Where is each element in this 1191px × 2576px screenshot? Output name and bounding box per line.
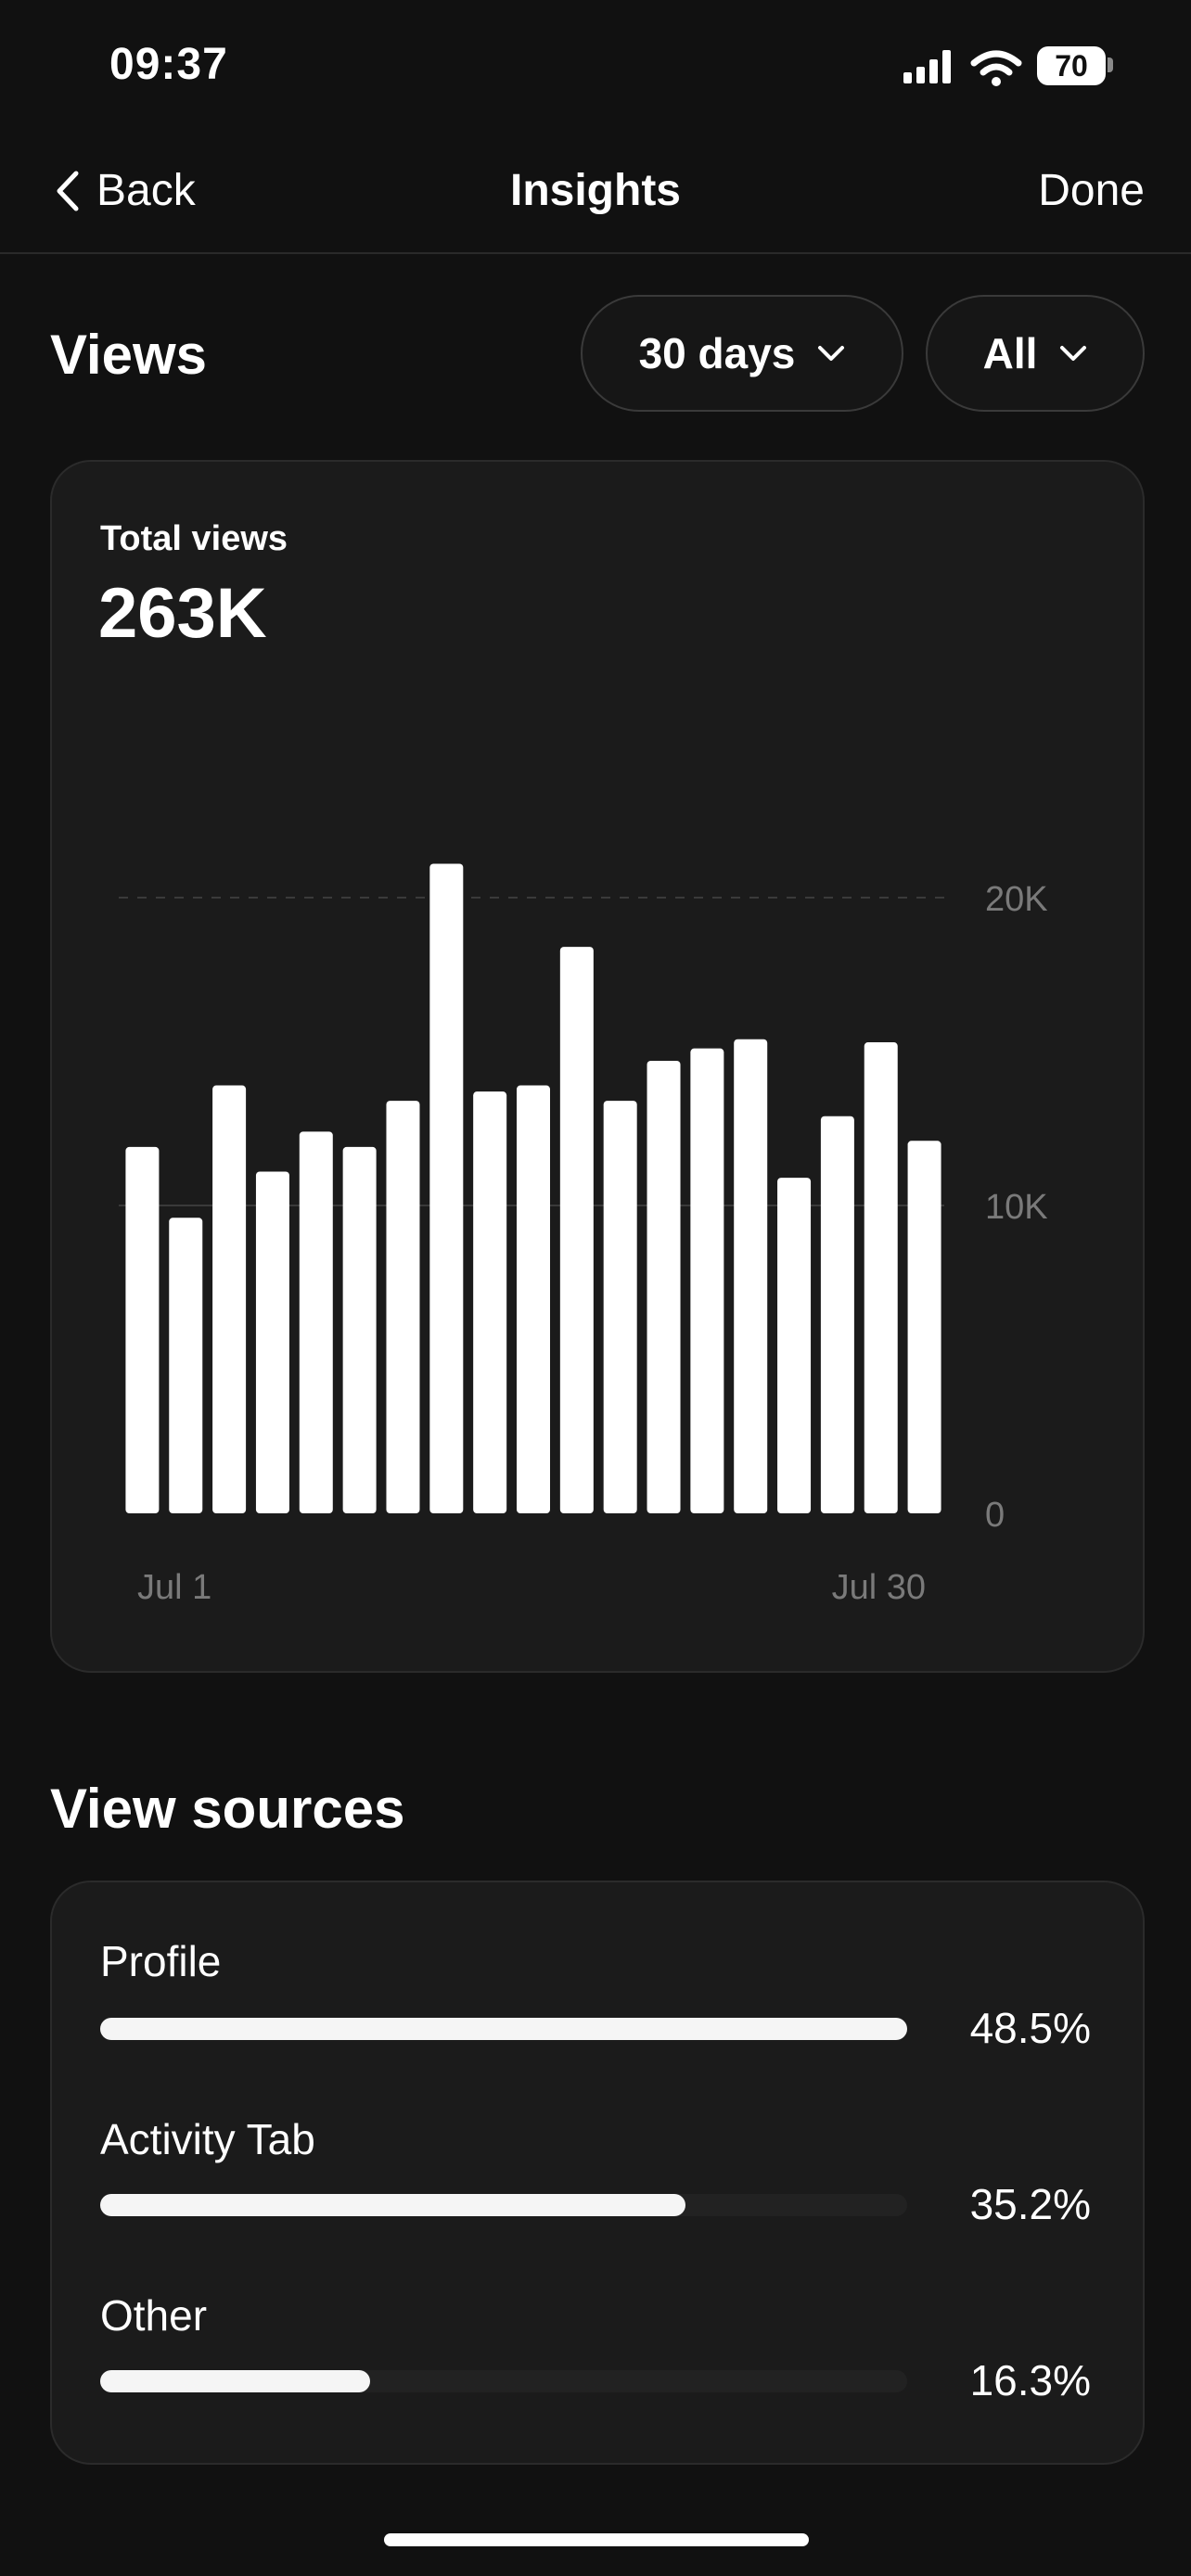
- source-percent-other: 16.3%: [969, 2356, 1091, 2404]
- source-label-profile: Profile: [100, 1937, 222, 1985]
- nav-bar: Back Insights Done: [0, 139, 1191, 250]
- source-percent-profile: 48.5%: [969, 2004, 1091, 2052]
- chart-bar[interactable]: [255, 1171, 289, 1513]
- battery-icon: 70: [1037, 46, 1106, 85]
- chevron-left-icon: [57, 171, 79, 210]
- source-percent-activity-tab: 35.2%: [969, 2180, 1091, 2228]
- y-tick-label: 20K: [985, 880, 1048, 919]
- battery-tip: [1108, 57, 1113, 72]
- type-filter-button[interactable]: All: [926, 295, 1145, 412]
- view-sources-card: [50, 1881, 1145, 2465]
- signal-wifi-icon: [903, 50, 1022, 86]
- chart-bar[interactable]: [734, 1039, 768, 1513]
- chevron-down-icon: [1060, 346, 1087, 361]
- x-end-label: Jul 30: [832, 1568, 926, 1607]
- chart-bar[interactable]: [429, 863, 464, 1513]
- source-label-activity-tab: Activity Tab: [100, 2115, 315, 2163]
- views-heading: Views: [50, 324, 208, 386]
- view-sources-heading: View sources: [50, 1778, 405, 1840]
- views-bar-chart: 20K 10K 0 Jul 1 Jul 30: [119, 863, 1048, 1607]
- source-label-other: Other: [100, 2291, 208, 2340]
- source-bar-fill-activity-tab: [100, 2194, 685, 2216]
- chart-bar[interactable]: [647, 1060, 681, 1513]
- source-bar-fill-other: [100, 2370, 371, 2392]
- chart-bar[interactable]: [125, 1146, 160, 1513]
- chart-bar[interactable]: [559, 947, 594, 1513]
- status-icons: 70: [900, 45, 1122, 89]
- status-time: 09:37: [109, 40, 228, 89]
- chart-bar[interactable]: [820, 1116, 854, 1513]
- chart-bar[interactable]: [777, 1178, 812, 1513]
- chart-bar[interactable]: [603, 1101, 637, 1513]
- source-bar-track-profile: [100, 2018, 907, 2040]
- range-filter-button[interactable]: 30 days: [581, 295, 903, 412]
- chart-bar[interactable]: [299, 1131, 333, 1513]
- range-filter-label: 30 days: [638, 329, 796, 377]
- chart-bar[interactable]: [386, 1101, 420, 1513]
- chart-bar[interactable]: [907, 1141, 941, 1513]
- chart-bar[interactable]: [169, 1218, 203, 1513]
- home-indicator[interactable]: [384, 2533, 809, 2546]
- chart-bar[interactable]: [864, 1042, 898, 1513]
- chevron-down-icon: [818, 346, 845, 361]
- battery-level: 70: [1055, 48, 1088, 83]
- x-start-label: Jul 1: [137, 1568, 211, 1607]
- back-button[interactable]: Back: [54, 165, 196, 216]
- chart-bar[interactable]: [342, 1146, 377, 1513]
- source-bar-track-other: [100, 2370, 907, 2392]
- chart-bar[interactable]: [212, 1085, 247, 1513]
- chart-bar[interactable]: [690, 1048, 724, 1513]
- chart-bar[interactable]: [473, 1091, 507, 1513]
- source-bar-fill-profile: [100, 2018, 907, 2040]
- total-views-value: 263K: [98, 574, 267, 653]
- back-label: Back: [96, 166, 196, 215]
- type-filter-label: All: [982, 329, 1038, 377]
- total-views-label: Total views: [100, 519, 288, 558]
- y-tick-label: 0: [985, 1496, 1005, 1535]
- y-tick-label: 10K: [985, 1188, 1048, 1227]
- done-button[interactable]: Done: [1038, 166, 1145, 215]
- source-bar-track-activity-tab: [100, 2194, 907, 2216]
- page-title: Insights: [509, 166, 681, 215]
- chart-bar[interactable]: [517, 1085, 550, 1513]
- nav-divider: [0, 252, 1191, 254]
